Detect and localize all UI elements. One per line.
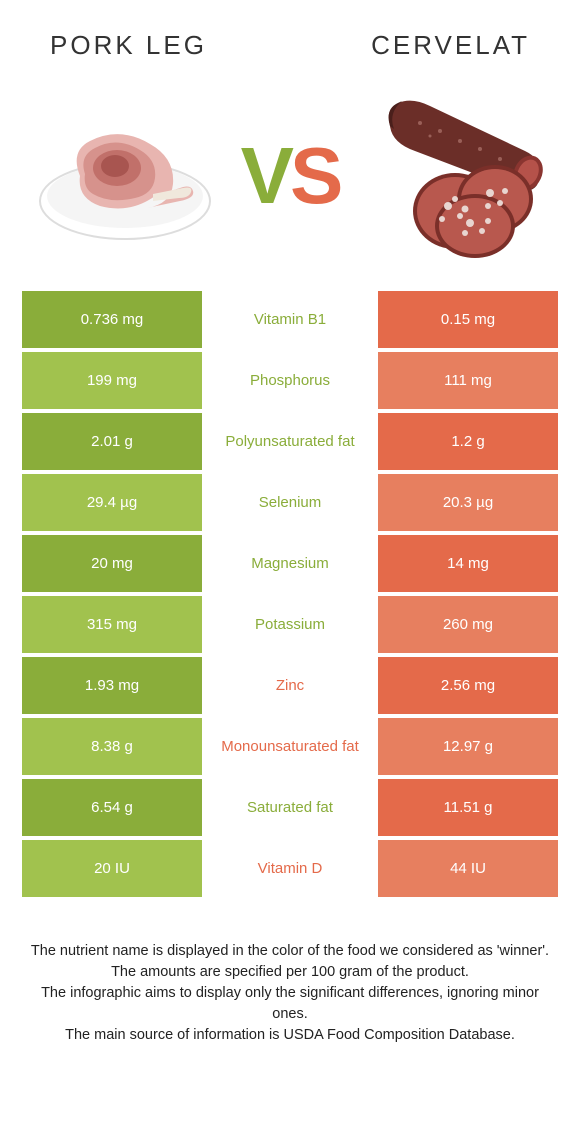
vs-label: VS bbox=[241, 130, 340, 222]
comparison-table: 0.736 mgVitamin B10.15 mg199 mgPhosphoru… bbox=[22, 291, 558, 897]
right-value: 20.3 µg bbox=[378, 474, 558, 531]
nutrient-label: Zinc bbox=[202, 657, 378, 714]
right-value: 260 mg bbox=[378, 596, 558, 653]
left-value: 20 mg bbox=[22, 535, 202, 592]
left-value: 2.01 g bbox=[22, 413, 202, 470]
left-value: 20 IU bbox=[22, 840, 202, 897]
right-value: 44 IU bbox=[378, 840, 558, 897]
footnote-line: The nutrient name is displayed in the co… bbox=[30, 941, 550, 962]
footnote-line: The infographic aims to display only the… bbox=[30, 983, 550, 1025]
right-value: 14 mg bbox=[378, 535, 558, 592]
left-value: 315 mg bbox=[22, 596, 202, 653]
nutrient-label: Magnesium bbox=[202, 535, 378, 592]
left-value: 6.54 g bbox=[22, 779, 202, 836]
right-food-title: Cervelat bbox=[371, 30, 530, 61]
right-value: 0.15 mg bbox=[378, 291, 558, 348]
footnotes: The nutrient name is displayed in the co… bbox=[0, 901, 580, 1046]
nutrient-label: Monounsaturated fat bbox=[202, 718, 378, 775]
right-value: 11.51 g bbox=[378, 779, 558, 836]
nutrient-label: Phosphorus bbox=[202, 352, 378, 409]
table-row: 315 mgPotassium260 mg bbox=[22, 596, 558, 653]
footnote-line: The main source of information is USDA F… bbox=[30, 1025, 550, 1046]
nutrient-label: Polyunsaturated fat bbox=[202, 413, 378, 470]
table-row: 20 mgMagnesium14 mg bbox=[22, 535, 558, 592]
table-row: 0.736 mgVitamin B10.15 mg bbox=[22, 291, 558, 348]
header: Pork leg Cervelat bbox=[0, 0, 580, 81]
right-value: 12.97 g bbox=[378, 718, 558, 775]
vs-v: V bbox=[241, 131, 290, 220]
left-food-title: Pork leg bbox=[50, 30, 207, 61]
table-row: 6.54 gSaturated fat11.51 g bbox=[22, 779, 558, 836]
right-value: 2.56 mg bbox=[378, 657, 558, 714]
table-row: 199 mgPhosphorus111 mg bbox=[22, 352, 558, 409]
nutrient-label: Saturated fat bbox=[202, 779, 378, 836]
left-value: 199 mg bbox=[22, 352, 202, 409]
left-value: 29.4 µg bbox=[22, 474, 202, 531]
nutrient-label: Selenium bbox=[202, 474, 378, 531]
table-row: 29.4 µgSelenium20.3 µg bbox=[22, 474, 558, 531]
cervelat-image bbox=[360, 96, 550, 256]
pork-leg-image bbox=[30, 96, 220, 256]
nutrient-label: Potassium bbox=[202, 596, 378, 653]
left-value: 0.736 mg bbox=[22, 291, 202, 348]
left-value: 8.38 g bbox=[22, 718, 202, 775]
images-row: VS bbox=[0, 81, 580, 291]
table-row: 2.01 gPolyunsaturated fat1.2 g bbox=[22, 413, 558, 470]
right-value: 1.2 g bbox=[378, 413, 558, 470]
nutrient-label: Vitamin D bbox=[202, 840, 378, 897]
nutrient-label: Vitamin B1 bbox=[202, 291, 378, 348]
vs-s: S bbox=[290, 131, 339, 220]
right-value: 111 mg bbox=[378, 352, 558, 409]
left-value: 1.93 mg bbox=[22, 657, 202, 714]
table-row: 1.93 mgZinc2.56 mg bbox=[22, 657, 558, 714]
table-row: 8.38 gMonounsaturated fat12.97 g bbox=[22, 718, 558, 775]
table-row: 20 IUVitamin D44 IU bbox=[22, 840, 558, 897]
footnote-line: The amounts are specified per 100 gram o… bbox=[30, 962, 550, 983]
